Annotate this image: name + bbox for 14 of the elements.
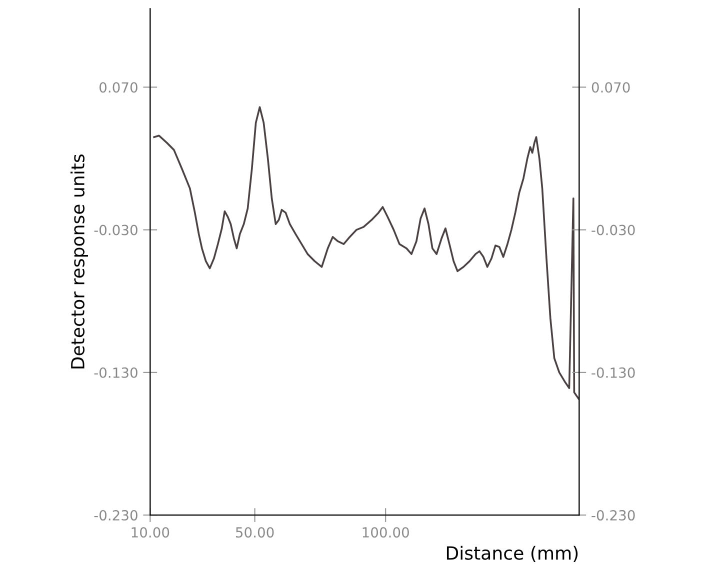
- y-tick-label: -0.130: [94, 367, 138, 378]
- y-tick-label: 0.070: [100, 82, 138, 93]
- y-tick-label: -0.230: [94, 510, 138, 521]
- y2-tick-label: -0.030: [592, 224, 635, 236]
- x-tick-label: 10.00: [132, 527, 170, 538]
- y2-tick-label: -0.130: [592, 367, 635, 378]
- y-tick-label: -0.030: [94, 224, 138, 236]
- x-axis-title: Distance (mm): [446, 546, 578, 562]
- x-tick-label: 100.00: [362, 527, 409, 538]
- y2-tick-label: -0.230: [592, 510, 635, 521]
- line-series: [153, 106, 580, 400]
- y2-tick-label: 0.070: [592, 82, 630, 93]
- x-tick-label: 50.00: [236, 527, 274, 538]
- y-axis-title: Detector response units: [70, 154, 88, 368]
